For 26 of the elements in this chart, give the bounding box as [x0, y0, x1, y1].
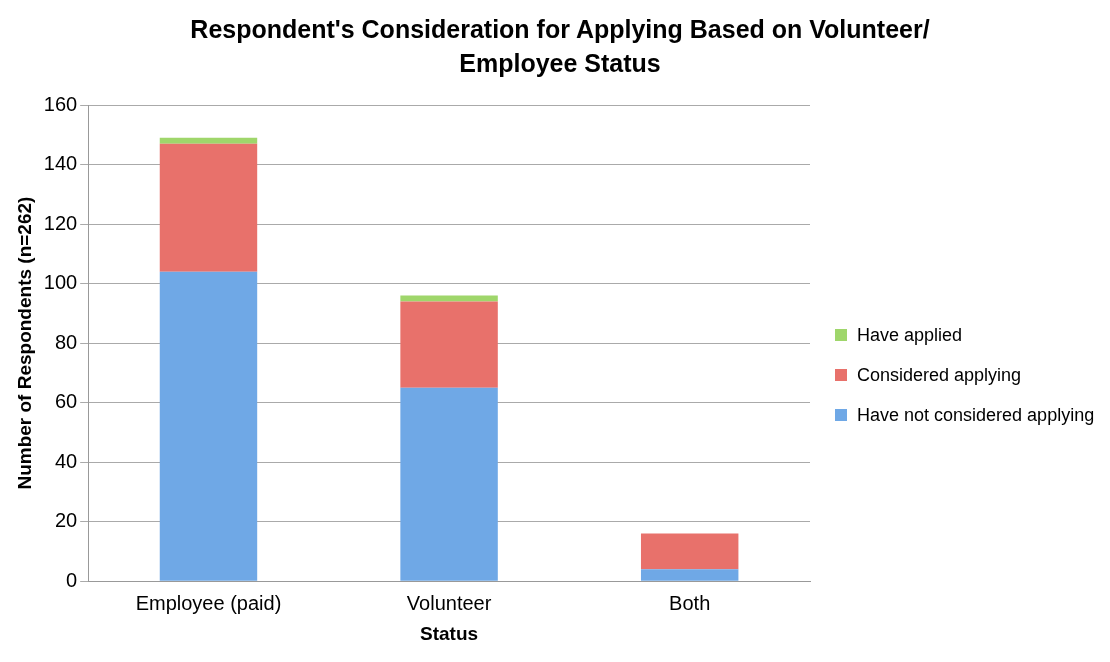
bar	[640, 569, 739, 581]
y-axis-title: Number of Respondents (n=262)	[13, 196, 35, 490]
y-tick-label: 60	[54, 390, 78, 413]
bar	[159, 143, 258, 272]
bar	[400, 295, 498, 302]
bar	[400, 387, 498, 581]
bar	[640, 533, 739, 570]
y-tick-label: 120	[43, 211, 78, 234]
legend-label: Have not considered applying	[857, 404, 1095, 426]
x-tick-label: Employee (paid)	[135, 591, 282, 614]
chart-title: Respondent's Consideration for Applying Based on Volunteer/ Employee Status	[189, 14, 931, 79]
y-tick-label: 0	[66, 568, 78, 591]
y-tick-label: 100	[43, 271, 78, 294]
legend-label: Have applied	[857, 324, 963, 346]
x-tick-label: Volunteer	[406, 591, 492, 614]
x-axis-title: Status	[420, 622, 479, 644]
x-tick-label: Both	[669, 591, 711, 614]
y-tick-label: 140	[43, 152, 78, 175]
bar	[159, 137, 258, 144]
bar	[159, 271, 258, 581]
y-tick-label: 20	[54, 509, 78, 532]
bar	[400, 301, 498, 388]
y-tick-label: 40	[54, 449, 78, 472]
y-tick-label: 80	[54, 330, 78, 353]
y-tick-label: 160	[43, 92, 78, 115]
legend-label: Considered applying	[857, 364, 1022, 386]
